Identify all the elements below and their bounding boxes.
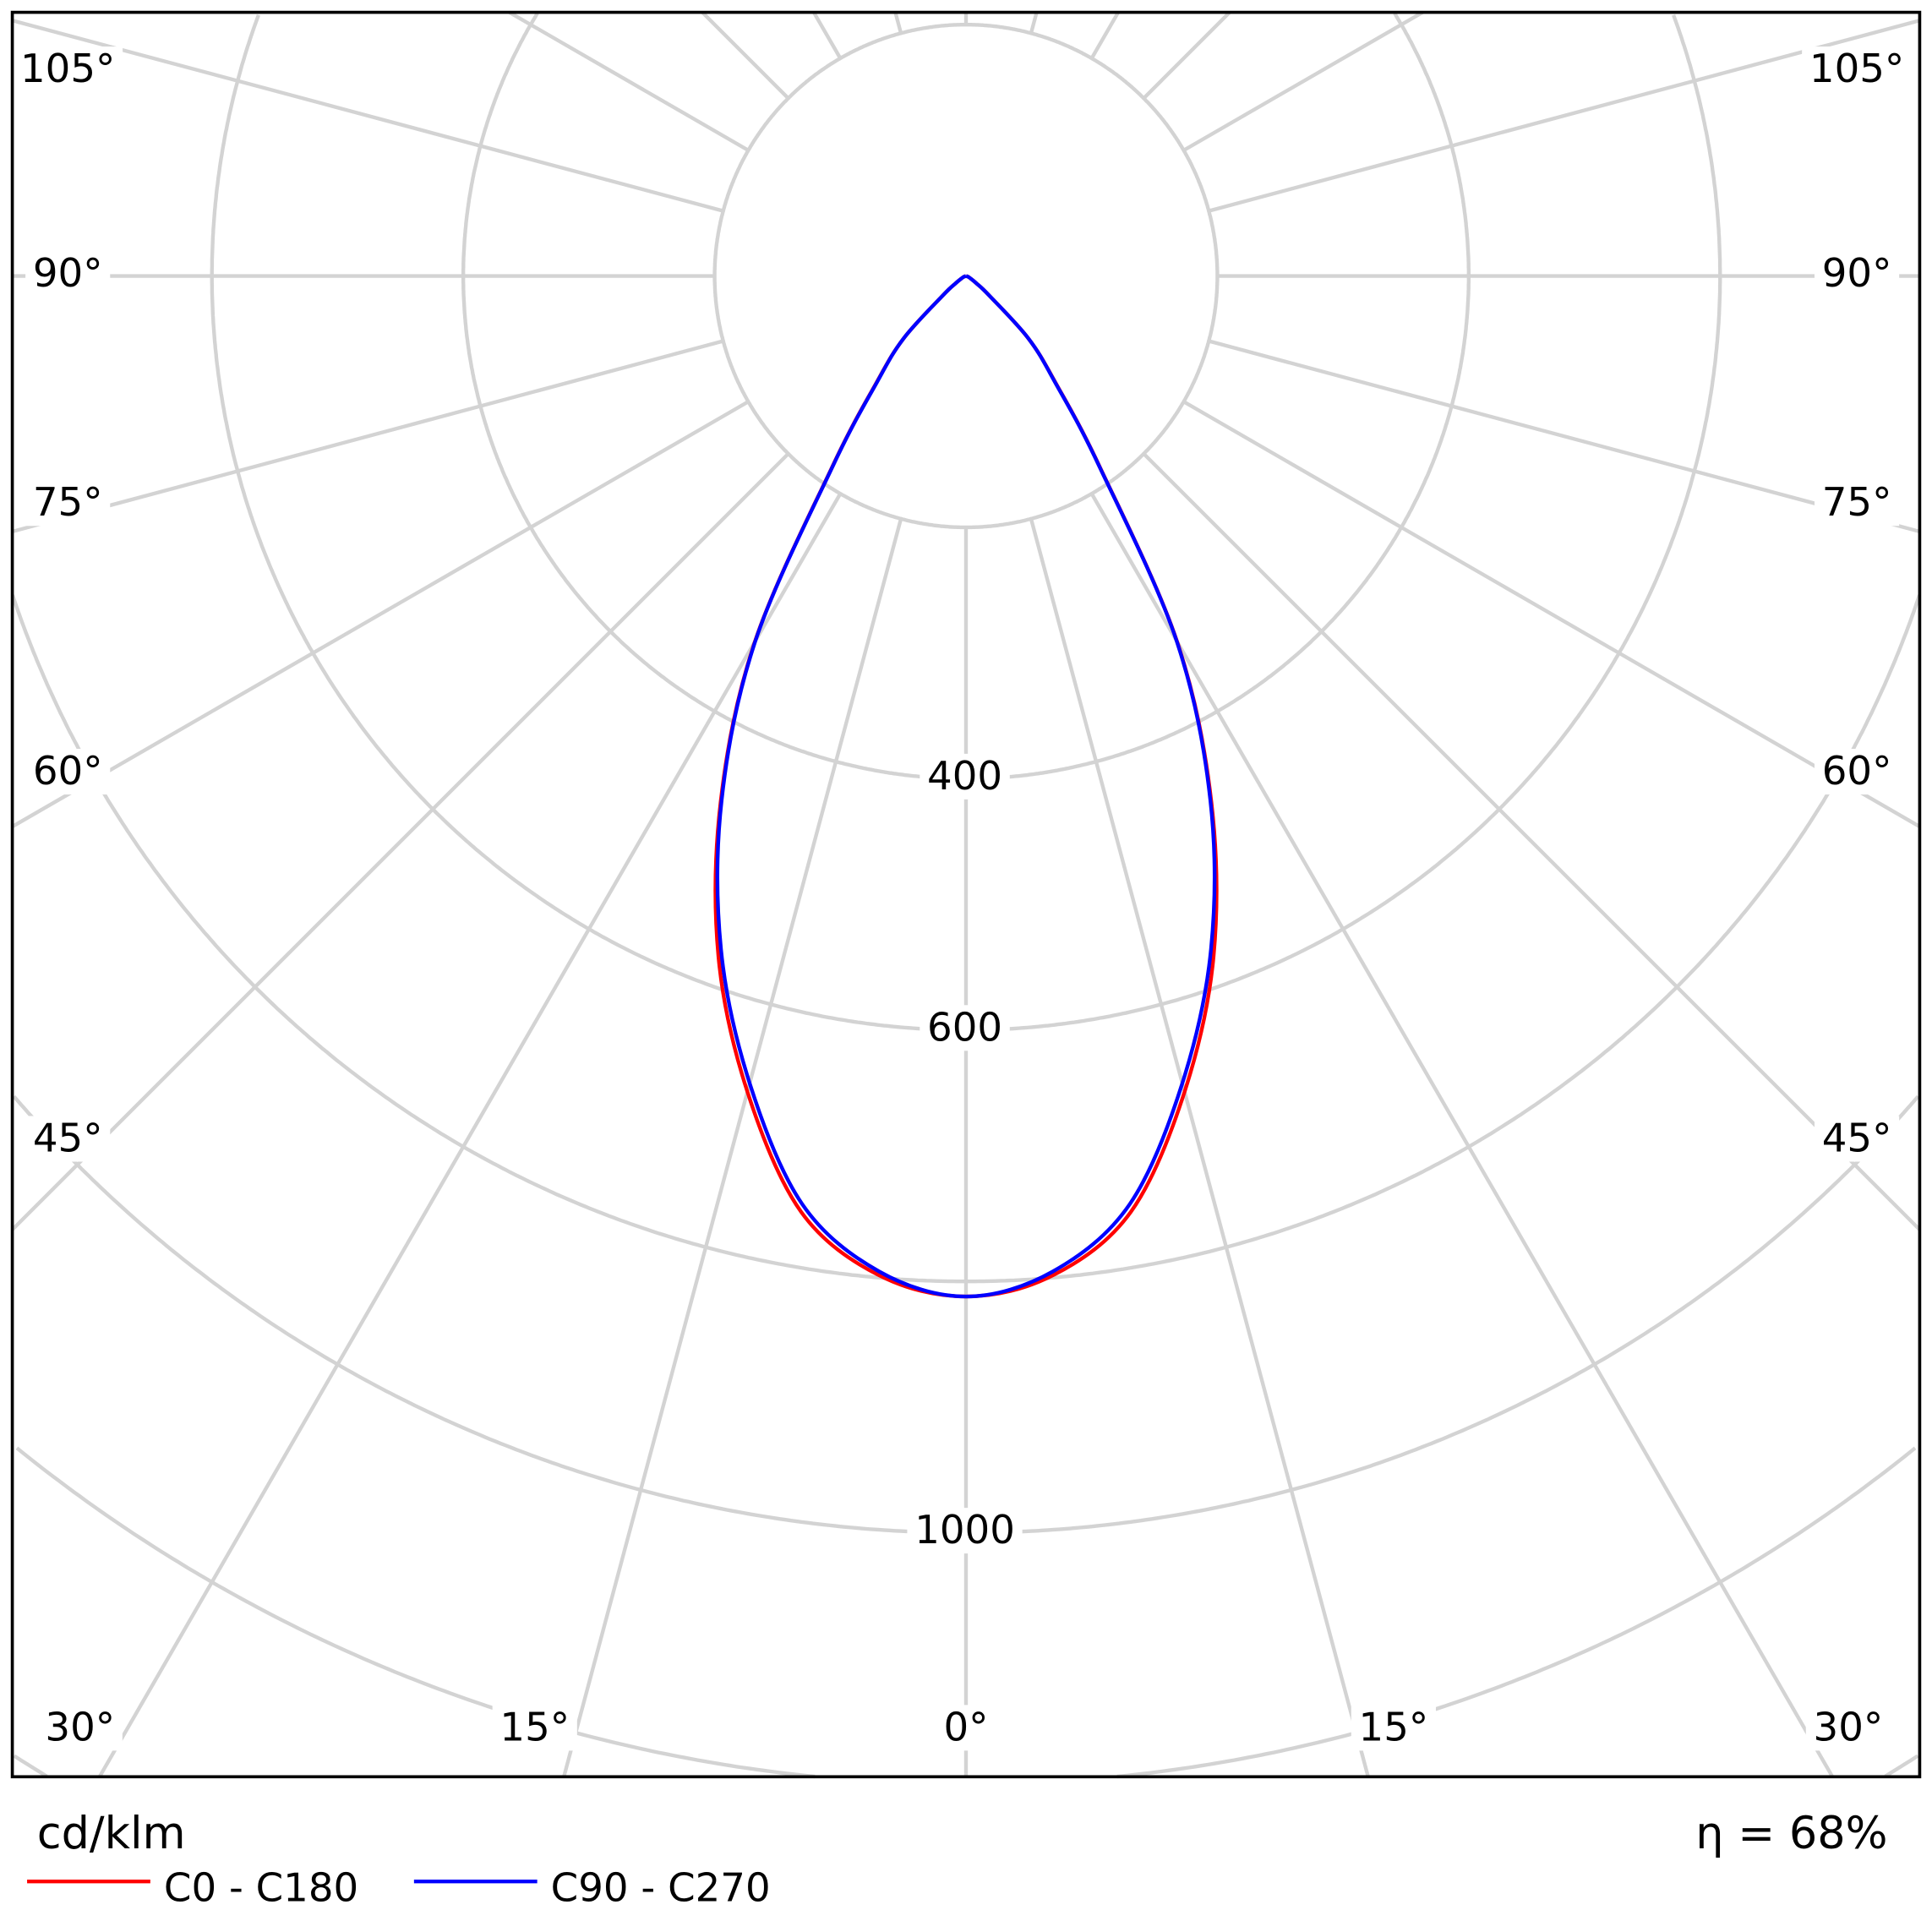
grid-spoke: [1182, 400, 1921, 828]
label-background: [920, 1005, 1010, 1051]
grid-spoke: [1208, 19, 1920, 213]
grid-spoke: [508, 10, 750, 152]
legend-label-c0-c180: C0 - C180: [164, 1866, 358, 1912]
label-background: [1814, 749, 1900, 795]
label-background: [1814, 480, 1900, 527]
angle-label-left-30: 30°: [45, 1705, 115, 1750]
grid-ring: [712, 22, 1220, 530]
grid-ring: [461, 12, 1471, 781]
angle-label-right-45: 45°: [1822, 1116, 1892, 1162]
angle-label-left-45: 45°: [33, 1116, 103, 1162]
grid-spoke: [811, 11, 843, 60]
grid-spoke: [893, 12, 903, 34]
plot-frame: [10, 10, 1922, 1779]
curves: [713, 274, 1219, 1299]
label-background: [25, 251, 111, 297]
grid-spoke: [11, 400, 750, 828]
grid-spoke: [701, 11, 790, 100]
grid-spoke: [12, 339, 724, 534]
angle-label-left-75: 75°: [33, 480, 103, 526]
label-background: [907, 1508, 1023, 1554]
grid-ring: [15, 1446, 1917, 1779]
grid-spoke: [1089, 493, 1835, 1778]
label-background: [25, 1116, 111, 1162]
grid-spoke: [1208, 339, 1920, 534]
label-background: [920, 753, 1010, 800]
label-background: [1814, 1116, 1900, 1162]
unit-label: cd/klm: [37, 1808, 186, 1859]
angle-label-left-90: 90°: [33, 251, 103, 297]
label-background: [1805, 1705, 1891, 1751]
angle-label-right-60: 60°: [1822, 749, 1892, 794]
radial-label-1000: 1000: [914, 1508, 1015, 1553]
grid-spoke: [97, 493, 843, 1778]
label-background: [1814, 251, 1900, 297]
label-background: [13, 46, 123, 93]
label-background: [25, 749, 111, 795]
grid-ring: [13, 1754, 1919, 1778]
angle-label-left-60: 60°: [33, 749, 103, 794]
grid-spoke: [1142, 452, 1921, 1231]
grid-spoke: [11, 452, 790, 1231]
label-background: [1802, 46, 1912, 93]
axis-labels: 105° 90° 75° 60° 45° 30° 15° 15° 30° 45° 60° 75° 90°…: [13, 46, 1912, 1751]
label-background: [37, 1705, 123, 1751]
grid-spoke: [562, 518, 903, 1777]
efficiency-label: η = 68%: [1695, 1808, 1887, 1859]
legend: C0 - C180 C90 - C270: [27, 1866, 771, 1912]
angle-label-0: 0°: [944, 1705, 989, 1750]
angle-label-right-15: 15°: [1359, 1705, 1429, 1750]
grid-spoke: [12, 19, 724, 213]
grid-spoke: [1182, 10, 1424, 152]
grid-spoke: [1089, 11, 1121, 60]
angle-label-right-105: 105°: [1809, 46, 1904, 92]
angle-label-right-90: 90°: [1822, 251, 1892, 297]
grid-spoke: [1029, 12, 1039, 34]
label-background: [1351, 1705, 1436, 1751]
grid-spoke: [1142, 11, 1231, 100]
radial-label-600: 600: [927, 1005, 1002, 1051]
angle-label-left-15: 15°: [499, 1705, 570, 1750]
radial-label-400: 400: [927, 754, 1002, 800]
legend-label-c90-c270: C90 - C270: [551, 1866, 771, 1912]
angle-label-left-105: 105°: [20, 46, 115, 92]
grid-spoke: [1029, 518, 1370, 1777]
grid-ring: [12, 1094, 1920, 1535]
label-background: [25, 480, 111, 527]
curve-c90-c270: [715, 274, 1217, 1299]
label-background: [492, 1705, 577, 1751]
angle-label-right-75: 75°: [1822, 480, 1892, 526]
label-background: [936, 1705, 996, 1751]
angle-label-right-30: 30°: [1814, 1705, 1884, 1750]
